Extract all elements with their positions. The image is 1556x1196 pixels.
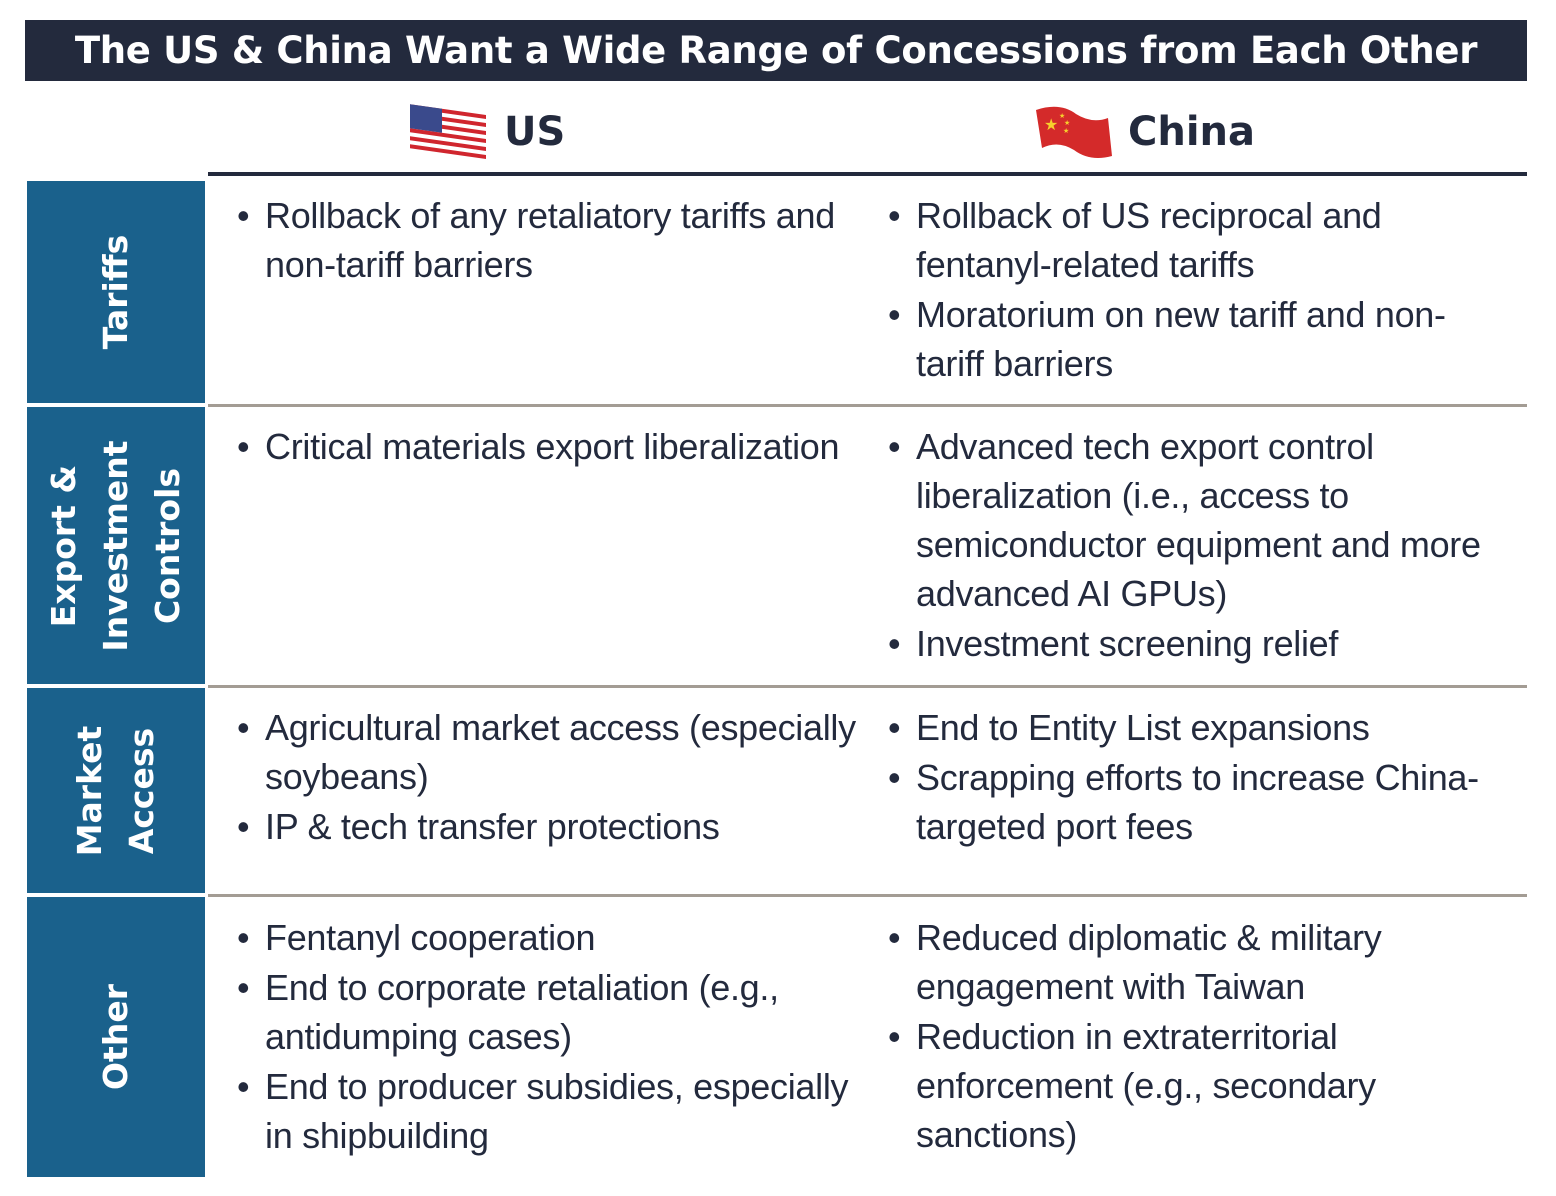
list-item: End to corporate retaliation (e.g., anti…	[237, 963, 857, 1061]
list-item: Agricultural market access (especially s…	[237, 703, 857, 801]
column-label-china: China	[1128, 109, 1256, 155]
china-export-controls-cell: Advanced tech export control liberalizat…	[888, 422, 1508, 669]
row-label-text: Other	[96, 984, 135, 1090]
us-export-controls-cell: Critical materials export liberalization	[237, 422, 857, 472]
china-market-access-cell: End to Entity List expansions Scrapping …	[888, 703, 1508, 852]
china-other-cell: Reduced diplomatic & military engagement…	[888, 913, 1508, 1160]
row-divider	[208, 404, 1527, 407]
column-header-china: ★ ★ ★ ★ China	[1030, 96, 1255, 168]
page-title: The US & China Want a Wide Range of Conc…	[25, 20, 1527, 81]
china-flag-icon: ★ ★ ★ ★	[1036, 106, 1112, 158]
list-item: Fentanyl cooperation	[237, 913, 857, 962]
list-item: Critical materials export liberalization	[237, 422, 857, 471]
row-divider	[208, 894, 1527, 897]
svg-text:★: ★	[1059, 112, 1065, 120]
column-label-us: US	[504, 109, 566, 155]
row-divider	[208, 685, 1527, 688]
list-item: Reduced diplomatic & military engagement…	[888, 913, 1508, 1011]
list-item: Moratorium on new tariff and non-tariff …	[888, 290, 1508, 388]
list-item: Scrapping efforts to increase China-targ…	[888, 753, 1508, 851]
row-label-other: Other	[27, 897, 205, 1177]
list-item: Rollback of US reciprocal and fentanyl-r…	[888, 191, 1508, 289]
row-label-export-investment-controls: Export & Investment Controls	[27, 407, 205, 684]
us-flag-icon	[410, 104, 486, 159]
list-item: End to producer subsidies, especially in…	[237, 1062, 857, 1160]
svg-text:★: ★	[1063, 127, 1069, 135]
us-other-cell: Fentanyl cooperation End to corporate re…	[237, 913, 857, 1161]
svg-text:★: ★	[1044, 115, 1058, 134]
list-item: IP & tech transfer protections	[237, 802, 857, 851]
list-item: Reduction in extraterritorial enforcemen…	[888, 1012, 1508, 1159]
us-tariffs-cell: Rollback of any retaliatory tariffs and …	[237, 191, 857, 290]
row-label-text: Tariffs	[96, 234, 135, 350]
china-tariffs-cell: Rollback of US reciprocal and fentanyl-r…	[888, 191, 1508, 389]
us-market-access-cell: Agricultural market access (especially s…	[237, 703, 857, 852]
column-header-us: US	[408, 96, 565, 168]
row-label-text: Export & Investment Controls	[44, 439, 187, 652]
svg-text:★: ★	[1064, 119, 1070, 127]
list-item: End to Entity List expansions	[888, 703, 1508, 752]
list-item: Rollback of any retaliatory tariffs and …	[237, 191, 857, 289]
header-divider	[208, 172, 1527, 176]
row-label-text: Market Access	[70, 725, 161, 856]
list-item: Advanced tech export control liberalizat…	[888, 422, 1508, 618]
row-label-tariffs: Tariffs	[27, 181, 205, 403]
row-label-market-access: Market Access	[27, 688, 205, 893]
list-item: Investment screening relief	[888, 619, 1508, 668]
